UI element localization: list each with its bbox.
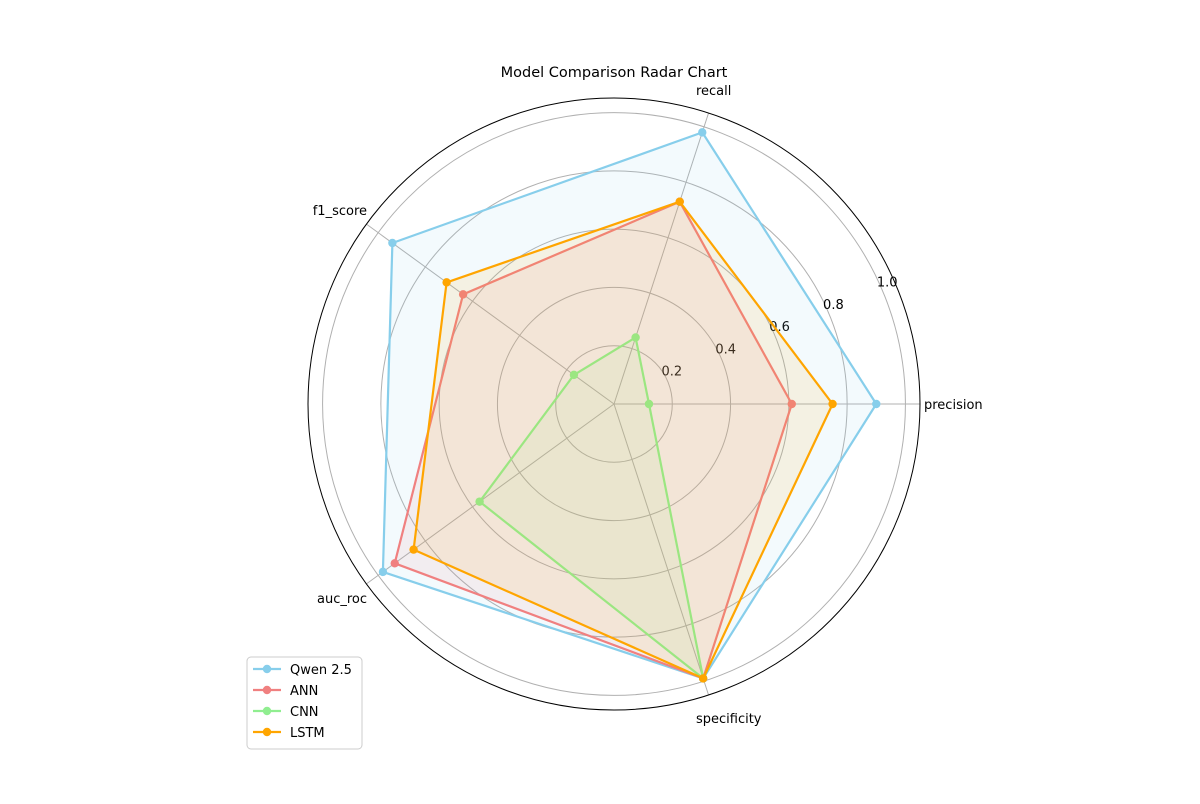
data-point — [458, 290, 468, 299]
outer-frame — [307, 97, 921, 711]
legend-marker — [262, 685, 272, 695]
data-point — [644, 399, 654, 409]
legend-label: CNN — [290, 705, 319, 720]
data-point — [388, 238, 397, 248]
axis-label: precision — [924, 398, 983, 413]
series-line — [412, 200, 834, 680]
data-point — [698, 128, 707, 137]
legend-label: Qwen 2.5 — [290, 663, 352, 678]
series-fill — [382, 132, 877, 679]
data-point — [378, 567, 388, 577]
axis-label: auc_roc — [317, 592, 367, 607]
radial-tick-label: 0.6 — [769, 320, 790, 335]
axis-spoke — [613, 403, 710, 696]
series-fill — [413, 201, 833, 679]
legend-marker — [262, 706, 272, 716]
series-fill — [394, 201, 792, 679]
series-line — [478, 336, 705, 680]
axis-label: specificity — [696, 712, 762, 727]
legend: Qwen 2.5 ANN CNN LSTM — [246, 656, 363, 750]
data-point — [475, 497, 484, 506]
data-point — [442, 278, 451, 287]
data-point — [787, 399, 796, 409]
data-point — [409, 545, 418, 554]
data-point — [872, 399, 881, 409]
radial-tick-label: 1.0 — [877, 275, 898, 290]
radial-tick-label: 0.4 — [715, 342, 736, 357]
series-fill — [479, 337, 704, 679]
series-line — [381, 131, 878, 680]
data-point — [390, 559, 399, 568]
data-point — [698, 674, 708, 683]
radial-tick-label: 0.8 — [823, 298, 844, 313]
legend-marker — [262, 727, 272, 737]
chart-title: Model Comparison Radar Chart — [501, 65, 728, 81]
data-point — [569, 370, 579, 380]
data-point — [828, 399, 837, 409]
legend-box — [246, 656, 363, 750]
legend-label: LSTM — [290, 726, 325, 741]
radial-tick-label: 0.2 — [662, 365, 683, 380]
axis-spoke — [613, 112, 710, 405]
radar-grid: 0.2 0.4 0.6 0.8 1.0 — [307, 97, 921, 711]
axis-spoke — [366, 403, 615, 585]
legend-marker — [262, 664, 272, 674]
legend-label: ANN — [290, 684, 318, 699]
radar-labels: precision recall f1_score auc_roc specificit… — [313, 84, 983, 727]
data-point — [631, 333, 640, 342]
axis-label: f1_score — [313, 204, 367, 219]
data-point — [675, 197, 684, 206]
axis-label: recall — [696, 84, 731, 99]
radar-series — [378, 128, 881, 683]
